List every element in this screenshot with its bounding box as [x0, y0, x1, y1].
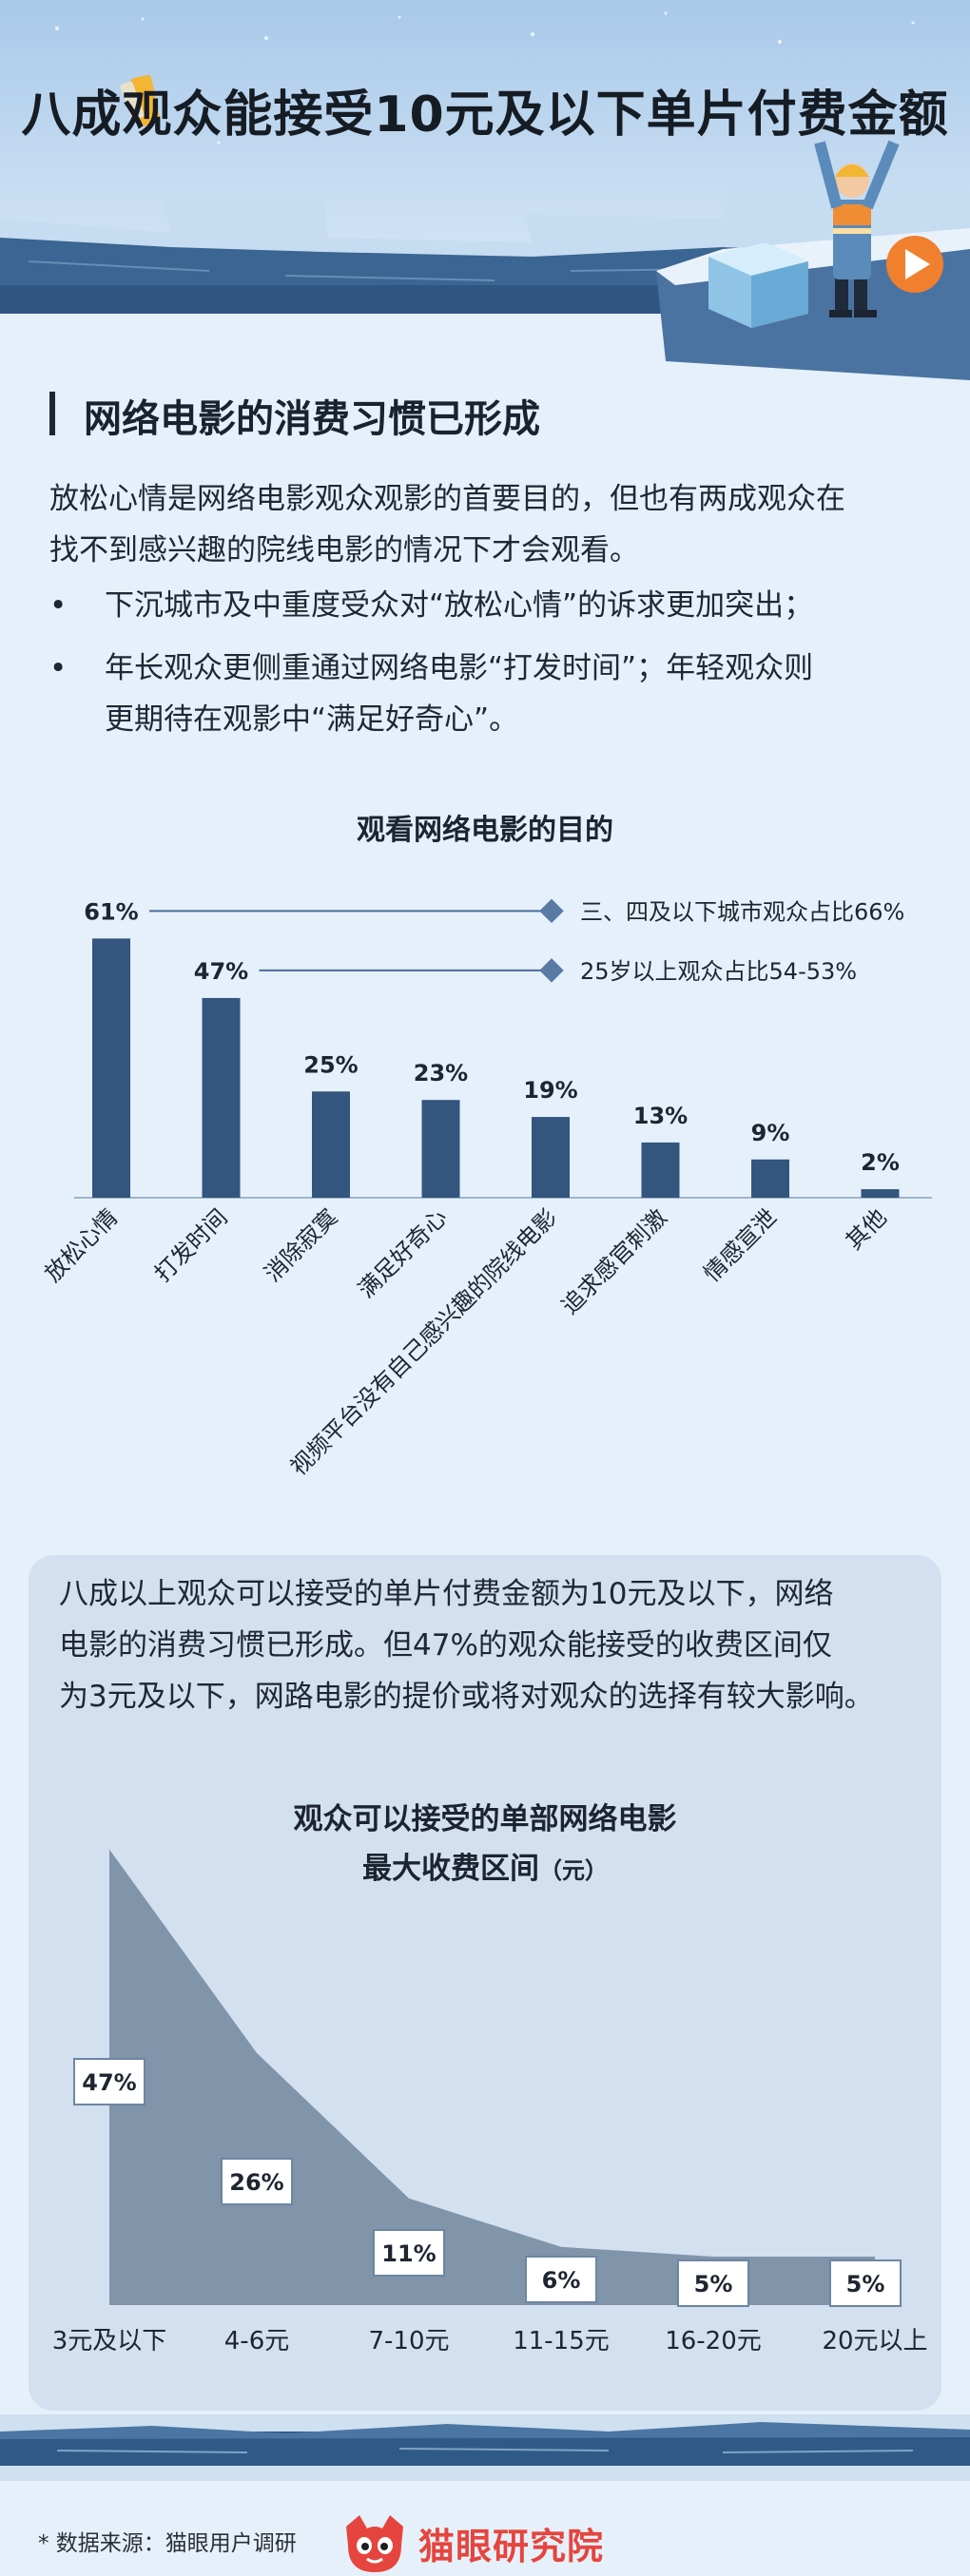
annotation-diamond-icon — [539, 958, 564, 983]
bar-5 — [532, 1117, 570, 1198]
intro-line: 找不到感兴趣的院线电影的情况下才会观看。 — [49, 533, 639, 567]
bar-1 — [92, 938, 130, 1198]
value-label-box — [525, 2256, 597, 2303]
data-source-note: * 数据来源：猫眼用户调研 — [38, 2531, 297, 2556]
value-label-box — [677, 2259, 749, 2307]
chart2-title-main: 最大收费区间 — [362, 1852, 539, 1886]
bullet-line: 更期待在观影中“满足好奇心”。 — [105, 702, 519, 737]
bar-value-label: 23% — [414, 1060, 468, 1086]
value-label-box — [829, 2259, 902, 2307]
bullet-item: • 年长观众更侧重通过网络电影“打发时间”；年轻观众则 更期待在观影中“满足好奇… — [49, 643, 924, 745]
bar-4 — [421, 1100, 460, 1198]
x-axis-label: 11-15元 — [513, 2327, 610, 2355]
x-axis-label: 3元及以下 — [52, 2327, 167, 2355]
brand-name: 猫眼研究院 — [418, 2526, 605, 2567]
value-label-box — [221, 2158, 293, 2205]
section-title: 网络电影的消费习惯已形成 — [84, 397, 540, 441]
value-label-box — [373, 2229, 445, 2277]
area-series — [109, 1849, 875, 2305]
bar-6 — [641, 1142, 680, 1198]
value-label: 6% — [542, 2267, 581, 2294]
chart2-title: 观众可以接受的单部网络电影 最大收费区间（元） — [0, 1795, 970, 1895]
annotation-diamond-icon — [539, 898, 564, 924]
value-label: 47% — [82, 2069, 136, 2096]
ice-cube-icon — [708, 242, 808, 328]
bullet-item: • 下沉城市及中重度受众对“放松心情”的诉求更加突出； — [49, 580, 924, 631]
card-line: 为3元及以下，网路电影的提价或将对观众的选择有较大影响。 — [59, 1680, 874, 1714]
bullet-dot-icon: • — [49, 588, 68, 623]
category-label: 满足好奇心 — [353, 1203, 453, 1303]
bar-value-label: 61% — [84, 898, 138, 925]
category-label: 追求感官刺激 — [556, 1203, 672, 1319]
section-title-marker — [49, 392, 55, 435]
footer-ice-band — [0, 2414, 970, 2481]
value-label: 11% — [381, 2240, 436, 2267]
card-line: 八成以上观众可以接受的单片付费金额为10元及以下，网络 — [59, 1577, 834, 1611]
viewing-purpose-bar-chart: 61%放松心情47%打发时间25%消除寂寞23%满足好奇心19%视频平台没有自己… — [40, 898, 932, 1481]
header-banner — [0, 0, 970, 437]
category-label: 其他 — [841, 1203, 892, 1255]
play-button-icon — [886, 236, 943, 293]
bullet-dot-icon: • — [49, 651, 68, 685]
bar-value-label: 25% — [303, 1051, 358, 1078]
x-axis-label: 4-6元 — [224, 2327, 289, 2355]
bar-value-label: 19% — [523, 1077, 577, 1104]
bar-value-label: 47% — [194, 958, 248, 985]
header-illustration — [0, 0, 970, 437]
chart1-title: 观看网络电影的目的 — [357, 814, 613, 847]
price-range-area-chart: 47% 26% 11% 6% 5% 5% 3元及以下 4-6元 7-10元 11-15元 16-20… — [52, 1849, 928, 2355]
category-label: 打发时间 — [149, 1203, 233, 1287]
bar-7 — [751, 1159, 789, 1198]
bar-2 — [202, 997, 241, 1198]
bar-3 — [312, 1091, 350, 1198]
bar-value-label: 9% — [751, 1120, 790, 1146]
page-title: 八成观众能接受10元及以下单片付费金额 — [21, 87, 949, 144]
category-label: 消除寂寞 — [260, 1203, 343, 1287]
value-label: 5% — [846, 2271, 885, 2297]
bullet-list: • 下沉城市及中重度受众对“放松心情”的诉求更加突出； • 年长观众更侧重通过网… — [49, 580, 924, 745]
worker-figure-icon — [814, 140, 900, 317]
x-axis-label: 16-20元 — [665, 2327, 762, 2355]
intro-paragraph: 放松心情是网络电影观众观影的首要目的，但也有两成观众在 找不到感兴趣的院线电影的… — [49, 473, 924, 576]
chart2-title-line2: 最大收费区间（元） — [0, 1844, 970, 1895]
card-line: 电影的消费习惯已形成。但47%的观众能接受的收费区间仅 — [59, 1628, 832, 1663]
intro-line: 放松心情是网络电影观众观影的首要目的，但也有两成观众在 — [49, 482, 845, 516]
category-label: 放松心情 — [40, 1203, 124, 1287]
x-axis-label: 7-10元 — [368, 2327, 449, 2355]
value-label: 5% — [694, 2271, 733, 2297]
bar-8 — [861, 1189, 900, 1198]
bar-value-label: 13% — [633, 1103, 688, 1129]
category-label: 情感宣泄 — [699, 1203, 783, 1287]
x-axis-label: 20元以上 — [822, 2327, 927, 2355]
value-label-box — [73, 2058, 146, 2105]
card-paragraph: 八成以上观众可以接受的单片付费金额为10元及以下，网络 电影的消费习惯已形成。但… — [59, 1568, 924, 1722]
bar-value-label: 2% — [861, 1149, 900, 1176]
pencil-icon — [120, 75, 161, 126]
annotation-text: 25岁以上观众占比54-53% — [580, 958, 857, 985]
chart2-title-line1: 观众可以接受的单部网络电影 — [293, 1802, 677, 1836]
bullet-line: 年长观众更侧重通过网络电影“打发时间”；年轻观众则 — [105, 651, 814, 685]
annotation-text: 三、四及以下城市观众占比66% — [580, 898, 904, 925]
cat-eye-logo-icon — [346, 2515, 403, 2572]
chart2-unit-label: （元） — [539, 1857, 608, 1884]
value-label: 26% — [229, 2169, 283, 2196]
bullet-line: 下沉城市及中重度受众对“放松心情”的诉求更加突出； — [105, 588, 814, 623]
